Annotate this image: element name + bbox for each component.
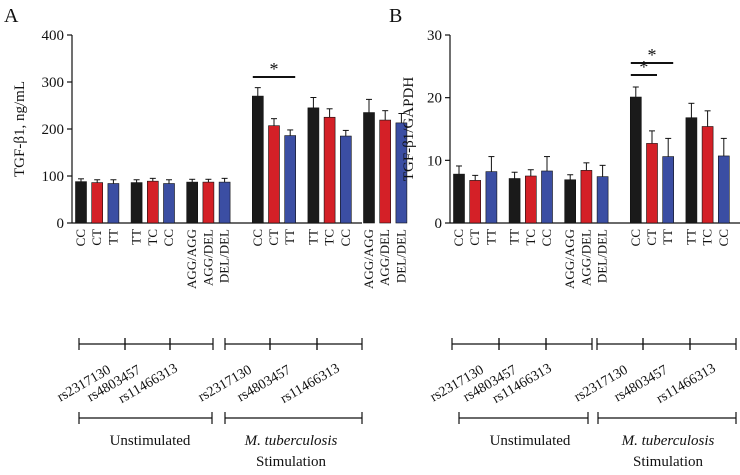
bar bbox=[75, 181, 87, 224]
bar bbox=[130, 182, 143, 224]
bar bbox=[91, 182, 103, 224]
y-tick-label: 10 bbox=[427, 153, 442, 169]
x-tick-label: CC bbox=[161, 229, 176, 246]
x-tick-label: TT bbox=[282, 229, 297, 245]
bar bbox=[701, 126, 714, 224]
x-tick-label: CT bbox=[266, 229, 281, 246]
bar bbox=[147, 180, 159, 224]
x-tick-label: AGG/AGG bbox=[562, 229, 577, 289]
x-tick-label: AGG/DEL bbox=[578, 229, 593, 286]
x-tick-label: CT bbox=[89, 229, 104, 246]
x-tick-label: TT bbox=[129, 229, 144, 245]
panel-label: B bbox=[389, 5, 402, 27]
group-label-stimulation: Stimulation bbox=[256, 454, 327, 470]
y-axis-label: TGF-β1/GAPDH bbox=[401, 77, 417, 181]
bar bbox=[629, 96, 642, 224]
significance-star: * bbox=[648, 45, 657, 65]
y-tick-label: 0 bbox=[435, 216, 443, 232]
x-tick-label: TC bbox=[322, 229, 337, 246]
bar bbox=[717, 155, 730, 224]
group-label-stimulation: Stimulation bbox=[633, 454, 704, 470]
x-tick-label: AGG/AGG bbox=[184, 229, 199, 289]
x-tick-label: TT bbox=[305, 229, 320, 245]
group-label-unstimulated: Unstimulated bbox=[110, 433, 191, 449]
x-tick-label: DEL/DEL bbox=[217, 229, 232, 283]
bar bbox=[524, 175, 537, 224]
y-axis-label: TGF-β1, ng/mL bbox=[12, 81, 28, 177]
bar bbox=[107, 183, 120, 224]
bar bbox=[646, 143, 658, 224]
group-label-mtb: M. tuberculosis bbox=[244, 433, 338, 449]
x-tick-label: CC bbox=[338, 229, 353, 246]
x-tick-label: DEL/DEL bbox=[595, 229, 610, 283]
bar bbox=[202, 181, 215, 224]
group-label-mtb: M. tuberculosis bbox=[621, 433, 715, 449]
x-tick-label: CT bbox=[467, 229, 482, 246]
x-tick-label: TC bbox=[700, 229, 715, 246]
y-tick-label: 0 bbox=[57, 216, 65, 232]
x-tick-label: CC bbox=[73, 229, 88, 246]
y-tick-label: 200 bbox=[42, 122, 65, 138]
bar bbox=[564, 179, 577, 224]
significance-star: * bbox=[639, 57, 648, 77]
x-tick-label: CC bbox=[628, 229, 643, 246]
x-tick-label: AGG/DEL bbox=[377, 229, 392, 286]
panel-label: A bbox=[4, 5, 19, 27]
x-tick-label: CT bbox=[644, 229, 659, 246]
significance-star: * bbox=[270, 59, 279, 79]
x-tick-label: TT bbox=[507, 229, 522, 245]
bar bbox=[685, 117, 698, 224]
bar bbox=[252, 95, 264, 224]
bar bbox=[508, 178, 521, 224]
bar bbox=[268, 125, 280, 224]
x-tick-label: TC bbox=[145, 229, 160, 246]
bar bbox=[339, 135, 352, 224]
y-tick-label: 400 bbox=[42, 28, 65, 44]
y-tick-label: 20 bbox=[427, 91, 442, 107]
bar bbox=[163, 183, 175, 224]
x-tick-label: TC bbox=[523, 229, 538, 246]
bar bbox=[453, 173, 465, 224]
bar bbox=[662, 156, 675, 224]
bar bbox=[469, 180, 482, 224]
bar bbox=[485, 171, 498, 224]
x-tick-label: TT bbox=[660, 229, 675, 245]
x-tick-label: CC bbox=[451, 229, 466, 246]
y-tick-label: 300 bbox=[42, 75, 65, 91]
x-tick-label: CC bbox=[716, 229, 731, 246]
x-tick-label: AGG/DEL bbox=[200, 229, 215, 286]
bar bbox=[363, 112, 375, 224]
x-tick-label: CC bbox=[539, 229, 554, 246]
x-tick-label: TT bbox=[483, 229, 498, 245]
x-tick-label: TT bbox=[683, 229, 698, 245]
bar bbox=[323, 116, 336, 224]
bar bbox=[284, 135, 297, 224]
group-label-unstimulated: Unstimulated bbox=[490, 433, 571, 449]
y-tick-label: 30 bbox=[427, 28, 442, 44]
x-tick-label: DEL/DEL bbox=[393, 229, 408, 283]
bar bbox=[379, 119, 392, 224]
bar bbox=[541, 170, 553, 224]
bar bbox=[307, 107, 320, 224]
y-tick-label: 100 bbox=[42, 169, 65, 185]
x-tick-label: CC bbox=[250, 229, 265, 246]
bar bbox=[596, 176, 609, 224]
bar bbox=[580, 170, 593, 224]
bar bbox=[218, 181, 231, 224]
bar bbox=[186, 181, 198, 224]
x-tick-label: AGG/AGG bbox=[361, 229, 376, 289]
x-tick-label: TT bbox=[105, 229, 120, 245]
